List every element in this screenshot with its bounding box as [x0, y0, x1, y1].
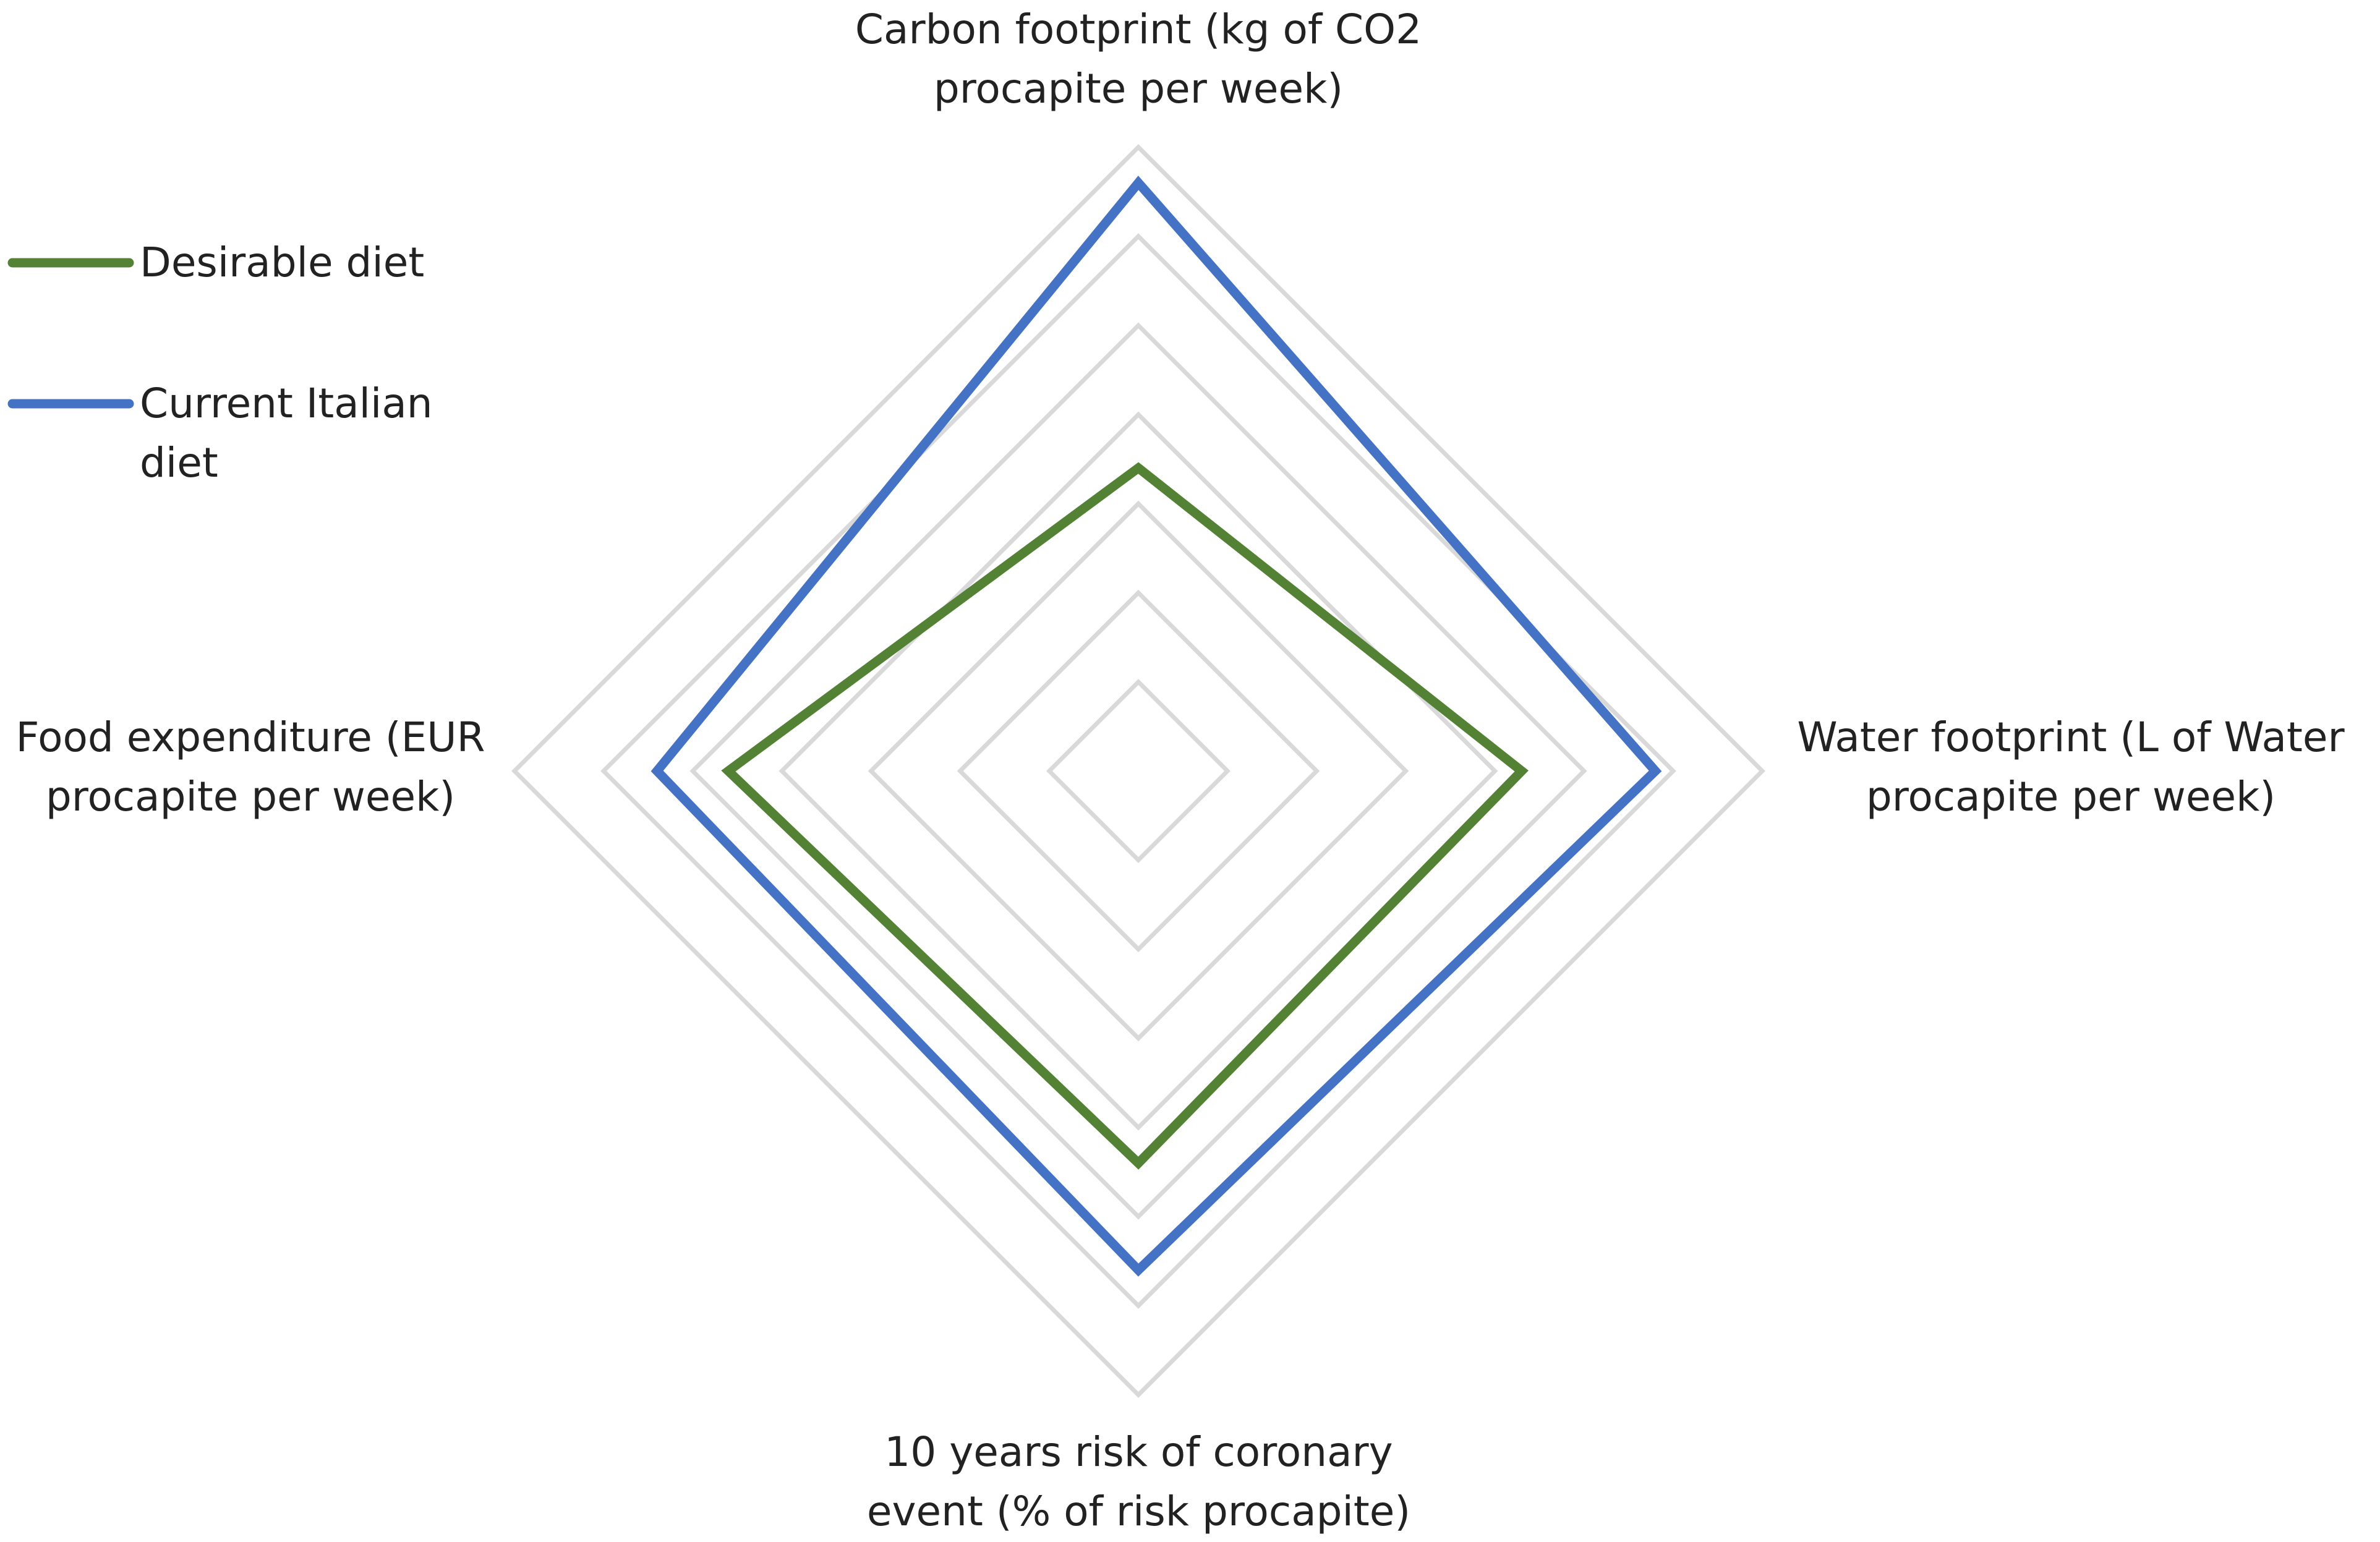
grid-ring [957, 589, 1320, 953]
grid-ring [600, 233, 1676, 1309]
axis-label: 10 years risk of coronary event (% of ri… [866, 1428, 1411, 1535]
grid-ring [868, 500, 1409, 1042]
grid-ring [1046, 678, 1231, 864]
grid-ring [778, 411, 1498, 1131]
axis-label: Water footprint (L of Water procapite pe… [1797, 713, 2345, 820]
grid-ring [689, 322, 1587, 1220]
grid-ring [511, 144, 1765, 1398]
axis-label: Food expenditure (EUR procapite per week… [15, 713, 485, 820]
legend-label: Current Italian diet [140, 380, 433, 487]
series-line [721, 462, 1529, 1170]
legend-label: Desirable diet [140, 239, 425, 286]
axis-label: Carbon footprint (kg of CO2 procapite pe… [855, 6, 1422, 113]
series-line [650, 176, 1662, 1277]
